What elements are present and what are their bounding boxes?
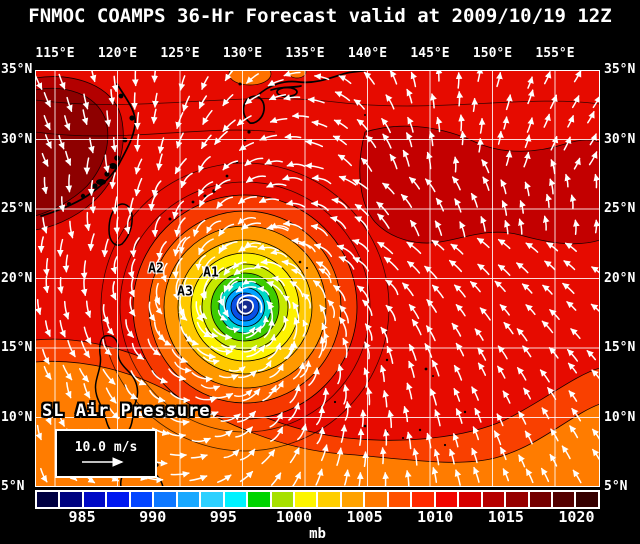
colorbar-cell (224, 492, 247, 507)
colorbar-cell (83, 492, 106, 507)
lat-label: 30°N (1, 131, 33, 147)
lon-label: 120°E (97, 46, 138, 61)
colorbar-tick: 985 (68, 508, 96, 526)
colorbar-tick: 1010 (417, 508, 454, 526)
colorbar-tick: 990 (139, 508, 167, 526)
lat-label: 15°N (1, 340, 33, 355)
lat-label: 30°N (604, 131, 636, 147)
wind-scale-box: 10.0 m/s (55, 429, 157, 478)
colorbar-cell (388, 492, 411, 507)
lon-label: 140°E (347, 46, 388, 61)
colorbar-cell (482, 492, 505, 507)
pressure-colorbar (35, 490, 600, 509)
map-frame (35, 70, 600, 487)
lat-label: 20°N (1, 270, 33, 286)
wind-vector-layer (35, 70, 600, 487)
field-label: SL Air Pressure (42, 401, 211, 421)
colorbar-cell (37, 492, 59, 507)
storm-label: A3 (177, 284, 193, 300)
storm-label: A1 (203, 265, 219, 281)
colorbar-cell (154, 492, 176, 507)
colorbar-cell (435, 492, 458, 507)
lon-label: 115°E (35, 46, 75, 61)
colorbar-cell (365, 492, 387, 507)
lat-lon-grid (35, 70, 600, 487)
lon-label: 145°E (410, 46, 450, 61)
colorbar-tick: 1020 (558, 508, 595, 526)
lat-label: 15°N (604, 340, 636, 355)
colorbar-cell (506, 492, 528, 507)
pressure-map: A1 A2 A3 SL Air Pressure 10.0 m/s (35, 70, 600, 487)
colorbar-cell (552, 492, 575, 507)
lat-label: 10°N (1, 409, 33, 425)
lat-label: 35°N (604, 62, 636, 77)
colorbar-tick: 995 (209, 508, 237, 526)
lon-label: 150°E (472, 46, 513, 61)
colorbar-cell (529, 492, 551, 507)
colorbar-cell (294, 492, 317, 507)
lat-label: 25°N (1, 201, 33, 216)
lat-label: 35°N (1, 62, 33, 77)
colorbar-unit: mb (309, 526, 326, 542)
colorbar-tick: 1005 (346, 508, 383, 526)
page-title: FNMOC COAMPS 36-Hr Forecast valid at 200… (28, 5, 612, 27)
colorbar-cell (412, 492, 434, 507)
colorbar-cell (271, 492, 293, 507)
lat-label: 10°N (604, 409, 636, 425)
colorbar-cell (201, 492, 223, 507)
colorbar-tick: 1015 (487, 508, 524, 526)
wind-scale-arrow-icon (82, 457, 124, 467)
colorbar-tick-labels: 985 990 995 1000 1005 1010 1015 1020 (35, 508, 600, 526)
colorbar-cell (341, 492, 364, 507)
lat-label: 20°N (604, 270, 636, 286)
lat-label: 5°N (1, 479, 25, 494)
typhoon-eye-icon (236, 294, 263, 315)
colorbar-cell (318, 492, 340, 507)
colorbar-cell (459, 492, 481, 507)
colorbar-cell (576, 492, 598, 507)
lon-label: 125°E (160, 46, 200, 61)
lon-label: 130°E (222, 46, 263, 61)
colorbar-cell (177, 492, 200, 507)
pressure-map-canvas (35, 70, 600, 487)
colorbar-cell (60, 492, 82, 507)
lat-label: 5°N (604, 479, 628, 494)
colorbar-tick: 1000 (275, 508, 312, 526)
wind-scale-label: 10.0 m/s (74, 440, 138, 455)
lon-label: 155°E (535, 46, 575, 61)
lon-label: 135°E (285, 46, 325, 61)
colorbar-cell (107, 492, 129, 507)
storm-label: A2 (148, 261, 164, 277)
lat-label: 25°N (604, 201, 636, 216)
colorbar-cell (248, 492, 270, 507)
colorbar-cell (130, 492, 153, 507)
